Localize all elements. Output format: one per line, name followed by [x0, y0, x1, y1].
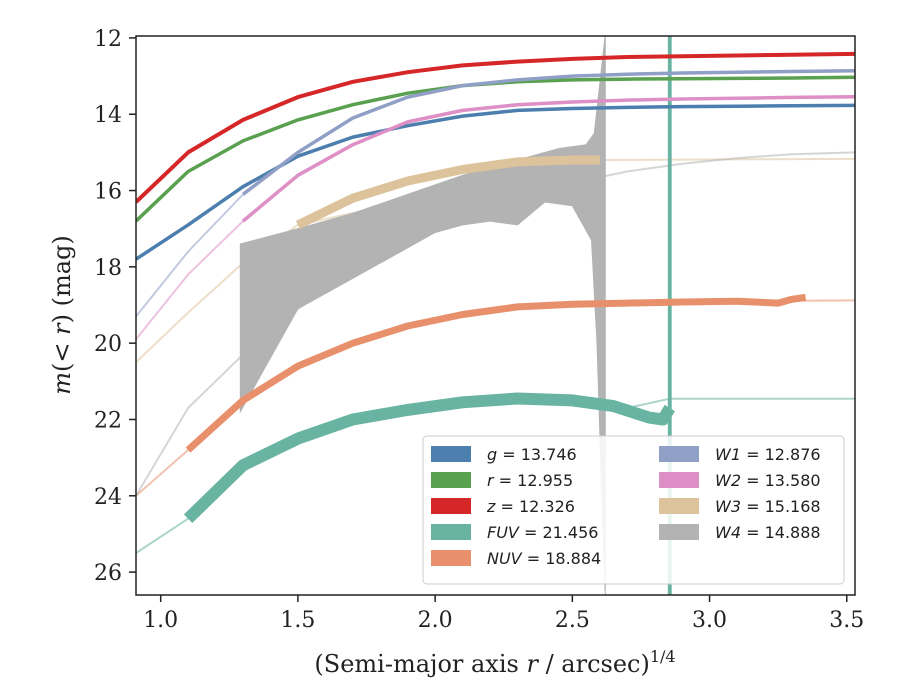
legend-label-nuv: NUV = 18.884 [487, 549, 601, 568]
legend-label-w3: W3 = 15.168 [715, 497, 821, 516]
legend-swatch-z [431, 498, 471, 514]
x-tick-label: 3.5 [829, 608, 864, 633]
x-axis: 1.0 1.5 2.0 2.5 3.0 3.5 [143, 595, 864, 633]
series-band-fuv [183, 392, 675, 524]
y-tick-label: 14 [94, 103, 122, 128]
model-curve-w1 [136, 193, 244, 318]
series-band-nuv [185, 293, 807, 453]
legend-swatch-r [431, 472, 471, 488]
legend-label-w4: W4 = 14.888 [715, 523, 821, 542]
legend-swatch-fuv [431, 524, 471, 540]
plot-area [136, 36, 855, 595]
x-tick-label: 2.5 [555, 608, 590, 633]
series-band-z [136, 51, 855, 204]
legend-label-r: r = 12.955 [487, 471, 573, 490]
model-curve-w2 [136, 220, 244, 340]
y-tick-label: 16 [94, 180, 122, 205]
y-tick-label: 18 [94, 256, 122, 281]
legend-swatch-w4 [659, 524, 699, 540]
y-tick-label: 20 [94, 332, 122, 357]
legend-swatch-w2 [659, 472, 699, 488]
legend-label-w1: W1 = 12.876 [715, 445, 821, 464]
series-vertical-band-fuv [667, 36, 672, 595]
legend-swatch-nuv [431, 550, 471, 566]
x-tick-label: 2.0 [418, 608, 453, 633]
x-tick-label: 3.0 [692, 608, 727, 633]
y-axis-label: m(< r) (mag) [48, 235, 76, 395]
series-band-g [136, 103, 855, 261]
legend-swatch-g [431, 446, 471, 462]
legend-box [422, 435, 845, 585]
legend-label-fuv: FUV = 21.456 [487, 523, 598, 542]
x-axis-label: (Semi-major axis r / arcsec)1/4 [314, 647, 675, 678]
y-tick-label: 26 [94, 561, 122, 586]
x-tick-label: 1.0 [143, 608, 178, 633]
y-tick-label: 12 [94, 27, 122, 52]
series-band-w3 [295, 155, 600, 229]
series-band-w4 [239, 36, 606, 595]
y-tick-label: 24 [94, 485, 122, 510]
legend: g = 13.746 r = 12.955 z = 12.326 FUV = 21.4… [422, 435, 845, 585]
series-band-w1 [241, 68, 855, 196]
legend-label-z: z = 12.326 [486, 497, 575, 516]
y-axis: 12 14 16 18 20 22 24 26 [94, 27, 136, 586]
x-tick-label: 1.5 [280, 608, 315, 633]
plot-frame [135, 35, 856, 596]
y-tick-label: 22 [94, 408, 122, 433]
series-band-w2 [241, 94, 855, 223]
legend-label-w2: W2 = 13.580 [715, 471, 821, 490]
legend-swatch-w1 [659, 446, 699, 462]
legend-swatch-w3 [659, 498, 699, 514]
legend-label-g: g = 13.746 [487, 445, 577, 464]
